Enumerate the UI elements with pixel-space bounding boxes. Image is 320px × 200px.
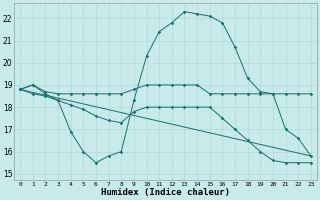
X-axis label: Humidex (Indice chaleur): Humidex (Indice chaleur) [101,188,230,197]
